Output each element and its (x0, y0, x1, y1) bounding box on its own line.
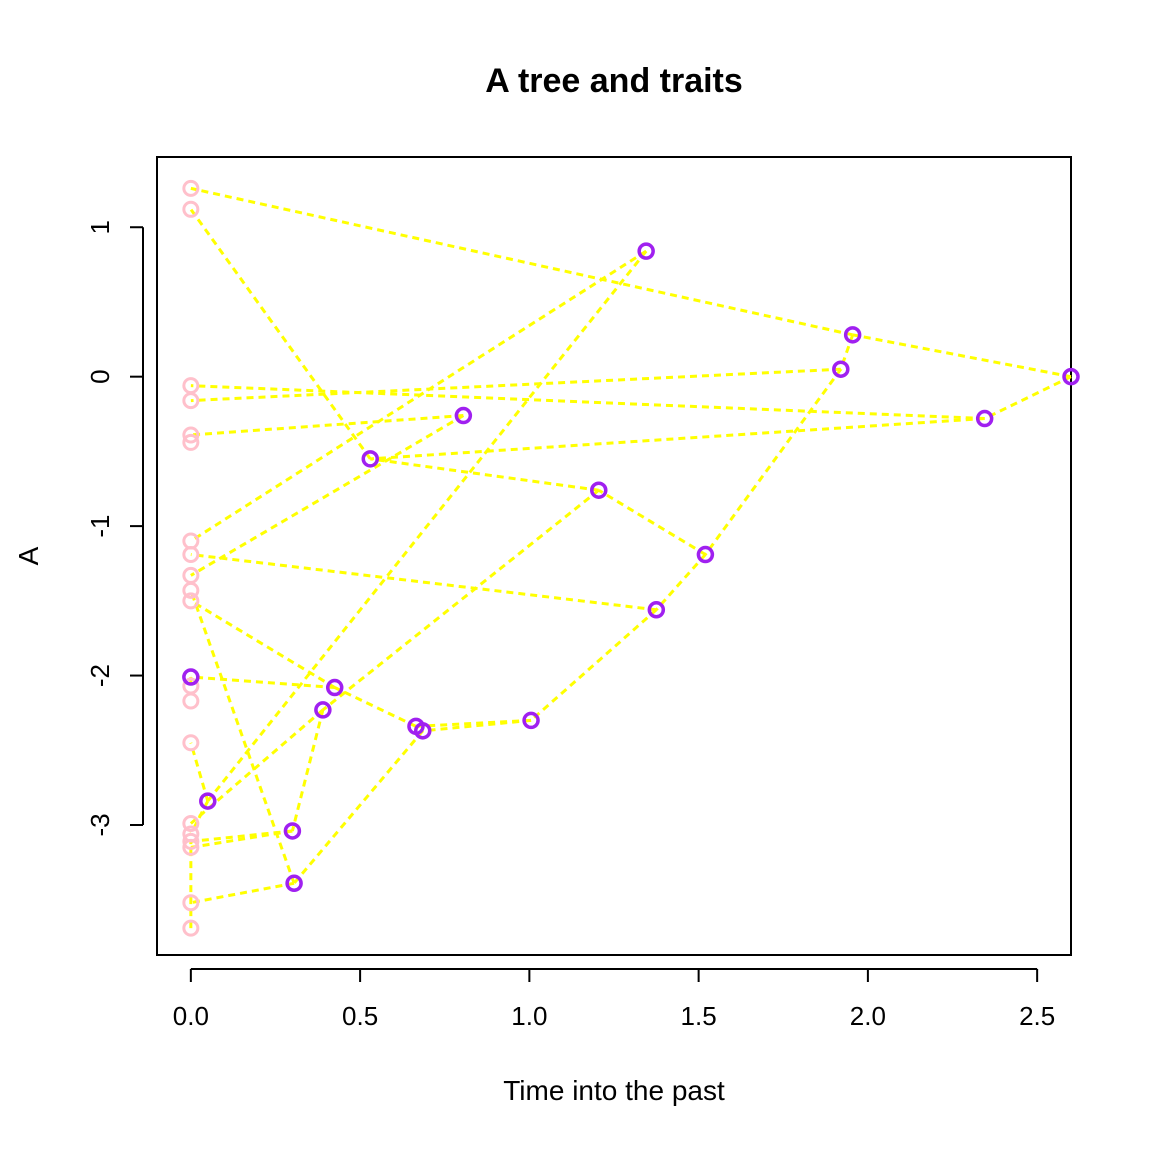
internal-node-point (1062, 367, 1080, 386)
tip-point (182, 581, 200, 599)
tip-points (182, 179, 200, 937)
tree-edge (206, 250, 648, 803)
tree-edge (422, 718, 532, 733)
internal-node-points (182, 242, 1080, 893)
internal-node-point (285, 874, 303, 893)
internal-node-point (314, 701, 332, 719)
tip-point (182, 592, 200, 610)
y-tick-label: -1 (85, 515, 115, 538)
tip-point (182, 200, 200, 218)
internal-node-point (647, 601, 666, 619)
tree-edge (415, 718, 532, 728)
internal-node-point (413, 722, 432, 740)
tip-point (182, 546, 200, 564)
tree-edge (190, 249, 647, 543)
internal-node-point (454, 406, 473, 425)
x-tick-label: 1.0 (511, 1001, 547, 1031)
internal-node-point (361, 450, 380, 468)
tree-edge (190, 881, 295, 905)
tip-point (182, 814, 200, 832)
internal-node-point (637, 242, 655, 260)
tree-edge (190, 186, 853, 337)
internal-node-point (590, 481, 608, 499)
y-tick-label: 1 (85, 220, 115, 234)
tip-point (182, 894, 200, 912)
internal-node-point (325, 678, 344, 697)
tip-point (182, 832, 200, 850)
y-tick-label: -2 (85, 664, 115, 687)
x-tick-label: 0.0 (173, 1001, 209, 1031)
tree-edge (189, 589, 296, 884)
internal-node-point (522, 711, 540, 730)
tree-edge (290, 709, 325, 832)
x-tick-label: 0.5 (342, 1001, 378, 1031)
tree-edge (190, 553, 657, 612)
tree-edge (370, 457, 599, 492)
plot-frame (156, 156, 1072, 956)
tree-edge (984, 375, 1072, 420)
y-tick-label: 0 (85, 369, 115, 383)
tree-edge (190, 599, 336, 689)
tree-edge (190, 414, 465, 577)
tree-edge (530, 608, 658, 722)
tip-point (182, 179, 200, 197)
tip-point (182, 692, 200, 710)
chart-title: A tree and traits (485, 62, 743, 100)
tip-point (182, 392, 200, 410)
tip-point (182, 919, 200, 937)
internal-node-point (182, 668, 200, 686)
tree-edge (190, 675, 335, 690)
tree-edge (189, 742, 210, 802)
x-axis: 0.0 0.5 1.0 1.5 2.0 2.5 (173, 968, 1055, 1031)
tree-edges (189, 186, 1072, 929)
internal-node-point (832, 360, 850, 378)
tree-edge (370, 417, 985, 461)
internal-node-point (199, 792, 217, 810)
internal-node-point (843, 326, 862, 344)
tree-edge (597, 488, 707, 556)
y-axis: -3 -2 -1 0 1 (85, 220, 144, 837)
tree-edge (190, 384, 985, 421)
x-axis-label: Time into the past (503, 1075, 725, 1106)
tip-point (182, 433, 200, 451)
tree-edge (321, 489, 600, 712)
tree-edge (704, 368, 843, 556)
internal-node-point (696, 545, 715, 564)
y-axis-label: A (13, 546, 44, 565)
y-tick-label: -3 (85, 813, 115, 836)
tip-point (182, 838, 200, 856)
internal-node-point (283, 822, 302, 840)
tree-edge (334, 686, 417, 728)
internal-node-point (975, 409, 994, 428)
tree-edge (189, 208, 372, 460)
tree-edge (655, 553, 707, 611)
tree-edge (292, 729, 424, 885)
x-tick-label: 2.0 (850, 1001, 886, 1031)
tree-edge (190, 414, 464, 437)
x-tick-label: 1.5 (681, 1001, 717, 1031)
tree-edge (852, 333, 1072, 379)
tip-point (182, 734, 200, 752)
x-tick-label: 2.5 (1019, 1001, 1055, 1031)
tree-edge (190, 367, 841, 403)
tip-point (182, 426, 200, 444)
